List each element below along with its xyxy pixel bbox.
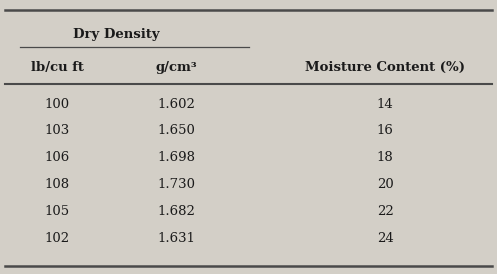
Text: 100: 100 [45,98,70,111]
Text: 1.682: 1.682 [158,205,195,218]
Text: 18: 18 [377,151,394,164]
Text: Dry Density: Dry Density [74,28,160,41]
Text: lb/cu ft: lb/cu ft [31,61,83,74]
Text: 108: 108 [45,178,70,191]
Text: 106: 106 [45,151,70,164]
Text: Moisture Content (%): Moisture Content (%) [305,61,465,74]
Text: g/cm³: g/cm³ [156,61,197,74]
Text: 102: 102 [45,232,70,245]
Text: 22: 22 [377,205,394,218]
Text: 105: 105 [45,205,70,218]
Text: 1.631: 1.631 [158,232,195,245]
Text: 1.650: 1.650 [158,124,195,138]
Text: 14: 14 [377,98,394,111]
Text: 16: 16 [377,124,394,138]
Text: 1.698: 1.698 [158,151,195,164]
Text: 103: 103 [45,124,70,138]
Text: 1.602: 1.602 [158,98,195,111]
Text: 20: 20 [377,178,394,191]
Text: 24: 24 [377,232,394,245]
Text: 1.730: 1.730 [158,178,195,191]
